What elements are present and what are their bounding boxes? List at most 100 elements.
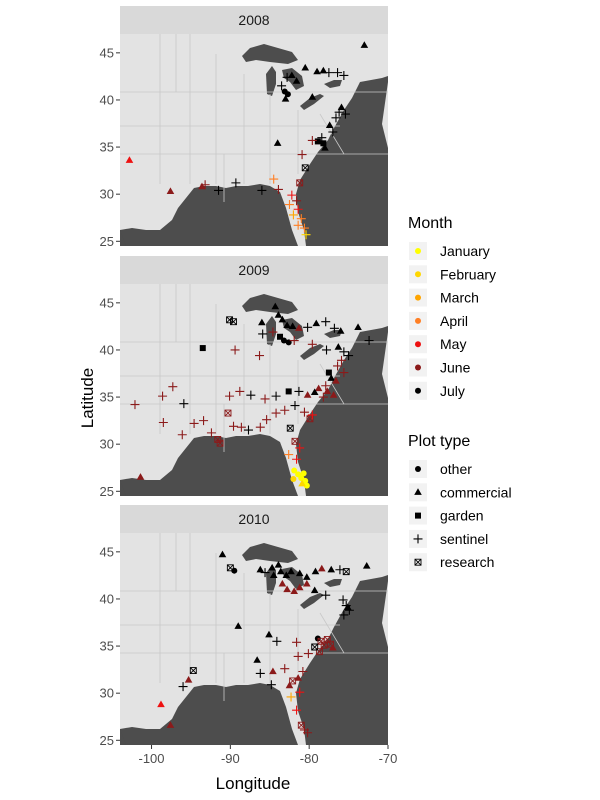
data-point-commercial [269, 667, 277, 675]
data-point-sentinel [290, 401, 300, 411]
y-tick-label: 40 [100, 92, 114, 107]
data-point-sentinel [235, 386, 245, 396]
data-point-commercial [271, 302, 280, 310]
data-point-sentinel [303, 649, 313, 659]
data-point-commercial [265, 630, 273, 638]
y-tick-label: 25 [100, 733, 114, 748]
legend-plot-type-symbol [414, 558, 422, 566]
data-point-sentinel [266, 680, 276, 690]
data-point-commercial [295, 324, 303, 331]
data-point-sentinel [303, 728, 313, 738]
data-point-commercial [325, 121, 334, 128]
legend-plot-type-symbol [415, 512, 421, 519]
data-point-commercial [253, 656, 261, 663]
data-point-sentinel [296, 214, 306, 224]
legend-month-swatch [415, 387, 421, 394]
y-tick-label: 35 [100, 140, 114, 155]
data-point-sentinel [292, 196, 302, 206]
data-point-sentinel [284, 450, 294, 460]
legend-month-item: May [409, 335, 466, 354]
data-point-sentinel [225, 391, 235, 401]
data-point-commercial [125, 156, 134, 163]
data-point-sentinel [282, 72, 292, 82]
data-point-sentinel [344, 351, 354, 361]
data-point-commercial [295, 569, 304, 577]
data-point-sentinel [292, 705, 302, 715]
legend-month-label: April [440, 313, 468, 329]
legend-plot-type-item: other [409, 460, 472, 478]
legend-month-item: January [409, 242, 490, 260]
data-point-sentinel [255, 351, 265, 361]
data-point-commercial [321, 144, 329, 151]
data-point-sentinel [179, 399, 189, 409]
data-point-sentinel [168, 382, 178, 392]
data-point-sentinel [321, 381, 331, 391]
data-point-commercial [360, 41, 369, 48]
data-point-commercial [256, 565, 265, 573]
data-point-commercial [344, 603, 352, 611]
data-point-sentinel [284, 200, 294, 210]
data-point-sentinel [200, 180, 210, 190]
data-point-sentinel [299, 223, 309, 233]
data-point-commercial [311, 567, 320, 575]
data-point-research [230, 318, 237, 326]
data-point-commercial [295, 583, 304, 591]
legend-month-swatch [415, 271, 421, 278]
legend-plot-type-item: commercial [409, 483, 512, 502]
data-point-sentinel [178, 682, 188, 692]
map-area [120, 284, 388, 496]
data-point-commercial [323, 387, 332, 395]
data-point-commercial [308, 93, 317, 100]
legend-month-swatch [415, 248, 421, 254]
y-tick-label: 25 [100, 484, 114, 499]
legend-plot-type-symbol [413, 534, 423, 544]
data-point-garden [314, 138, 321, 145]
data-point-sentinel [189, 418, 199, 428]
data-point-commercial [166, 721, 175, 728]
y-tick-label: 30 [100, 686, 114, 701]
data-point-sentinel [329, 323, 339, 333]
data-point-other [280, 337, 287, 344]
data-point-sentinel [295, 443, 305, 453]
data-point-sentinel [243, 425, 253, 435]
data-point-commercial [303, 579, 311, 587]
data-point-sentinel [262, 415, 272, 425]
data-point-sentinel [272, 636, 282, 646]
data-point-commercial [319, 66, 328, 74]
data-point-commercial [329, 391, 338, 398]
data-point-sentinel [333, 68, 343, 78]
legend-plot-type-label: research [440, 554, 494, 570]
data-point-sentinel [295, 687, 305, 697]
legend-month-swatch [415, 341, 421, 348]
data-point-commercial [336, 327, 345, 334]
legend-month-item: March [409, 288, 479, 307]
data-point-sentinel [328, 127, 338, 137]
data-point-commercial [327, 374, 336, 381]
legend-month-label: January [440, 243, 490, 259]
legend-month-swatch [415, 317, 421, 324]
data-point-sentinel [258, 329, 268, 339]
data-point-garden [285, 388, 292, 395]
facet-strip [120, 6, 388, 34]
data-point-commercial [303, 391, 312, 398]
data-point-sentinel [298, 667, 308, 677]
data-point-sentinel [318, 392, 328, 402]
y-tick-label: 40 [100, 591, 114, 606]
data-point-commercial [332, 377, 340, 384]
data-point-other [231, 567, 238, 574]
data-point-sentinel [322, 345, 332, 355]
legend-month-label: February [440, 266, 496, 282]
data-point-commercial [136, 473, 145, 480]
y-tick-label: 45 [100, 45, 114, 60]
data-point-commercial [314, 384, 323, 392]
data-point-commercial [303, 573, 311, 580]
basemap [120, 533, 388, 745]
data-point-sentinel [288, 210, 298, 220]
data-point-research [189, 667, 197, 675]
data-point-research [342, 568, 350, 576]
x-axis-title: Longitude [216, 774, 291, 793]
data-point-sentinel [336, 355, 346, 365]
data-point-sentinel [260, 568, 270, 578]
data-point-sentinel [280, 664, 290, 674]
legend-plot-type-label: sentinel [440, 531, 488, 547]
